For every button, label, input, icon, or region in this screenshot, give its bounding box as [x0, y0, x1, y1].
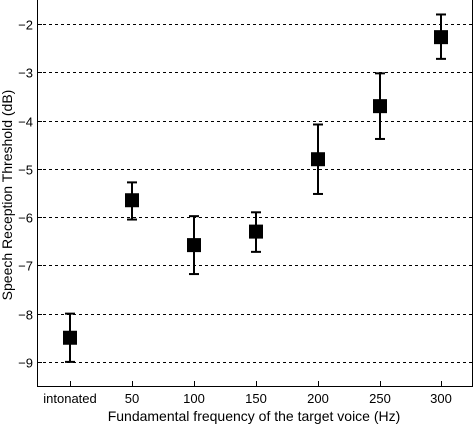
data-point — [187, 238, 201, 253]
x-tick-label: 300 — [430, 391, 452, 406]
x-tick-label: 100 — [183, 391, 205, 406]
x-axis-label: Fundamental frequency of the target voic… — [108, 408, 401, 424]
y-axis-label: Speech Reception Threshold (dB) — [0, 90, 15, 301]
data-point — [434, 30, 448, 45]
y-tick-label: −7 — [18, 259, 33, 274]
data-markers — [63, 30, 448, 345]
data-point — [63, 330, 77, 345]
y-tick-label: −8 — [18, 308, 33, 323]
y-axis-ticks: −9 −8 −7 −6 −5 −4 −3 −2 — [18, 18, 42, 371]
x-tick-label: 200 — [307, 391, 329, 406]
y-tick-label: −4 — [18, 115, 33, 130]
data-point — [249, 224, 263, 239]
data-point — [125, 193, 139, 208]
x-tick-label: 250 — [369, 391, 391, 406]
plot-area — [37, 0, 473, 386]
data-point — [311, 152, 325, 167]
x-axis-ticks: intonated 50 100 150 200 250 300 — [43, 381, 452, 406]
y-tick-label: −2 — [18, 18, 33, 33]
y-tick-label: −5 — [18, 163, 33, 178]
y-tick-label: −6 — [18, 211, 33, 226]
x-tick-label: 150 — [245, 391, 267, 406]
y-tick-label: −9 — [18, 356, 33, 371]
y-tick-label: −3 — [18, 66, 33, 81]
x-tick-label: 50 — [125, 391, 139, 406]
x-tick-label: intonated — [43, 391, 97, 406]
data-point — [373, 99, 387, 114]
